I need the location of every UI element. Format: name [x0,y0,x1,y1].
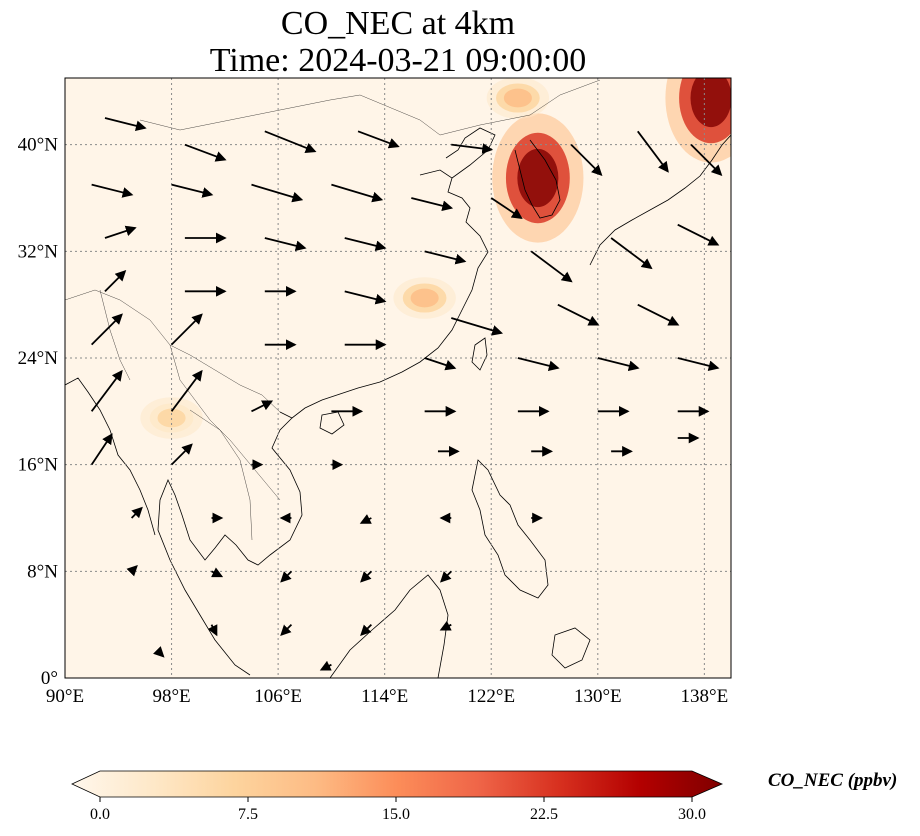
colorbar-tick-label: 30.0 [678,806,706,823]
longitude-tick-label: 106°E [254,686,302,707]
wind-arrow [104,117,147,132]
wind-arrow [264,130,317,154]
wind-arrow [126,565,138,577]
map-frame [64,77,732,679]
concentration-layer [140,78,731,439]
wind-arrow [411,197,454,212]
wind-arrow [264,237,307,252]
map-title-line-2: Time: 2024-03-21 09:00:00 [209,42,587,79]
wind-arrow [357,130,400,149]
wind-arrow [360,570,372,583]
wind-arrow [91,313,123,346]
wind-arrow [171,183,214,198]
wind-arrow [90,433,113,466]
longitude-tick-label: 122°E [467,686,515,707]
wind-arrow [424,357,457,371]
coastline-indochina [157,417,303,676]
wind-arrow [637,303,680,326]
wind-arrow [597,357,640,372]
wind-arrow [207,624,218,637]
wind-arrow [280,570,293,583]
wind-arrow [251,400,274,413]
wind-arrow [251,183,304,203]
wind-arrow [344,290,387,305]
wind-arrow [344,237,387,252]
co-hotspot [410,288,439,308]
wind-arrow [331,183,384,203]
latitude-tick-labels: 0° 8°N 16°N 24°N 32°N 40°N [18,135,59,689]
coastline-myanmar [65,377,156,536]
map-title-line-1: CO_NEC at 4km [280,5,516,42]
wind-arrow [451,317,504,336]
colorbar-tick-label: 0.0 [90,806,110,823]
coastline-taiwan [471,337,488,371]
coastline-japan [589,134,731,266]
colorbar [71,770,724,802]
longitude-tick-labels: 90°E 98°E 106°E 114°E 122°E 130°E 138°E [46,686,728,707]
wind-arrow [319,660,332,671]
wind-arrow [439,620,452,631]
wind-arrow [557,303,600,326]
wind-arrow [677,357,720,372]
wind-arrow [637,130,669,173]
wind-arrow [280,624,293,636]
co-hotspot [690,78,731,128]
colorbar-ticks [99,797,693,802]
colorbar-bar [71,770,724,798]
wind-arrow [130,506,143,519]
colorbar-tick-label: 15.0 [382,806,410,823]
wind-arrow [440,570,452,583]
co-hotspot [503,88,532,108]
wind-arrow [104,225,137,239]
wind-arrow [517,357,560,372]
co-hotspot [517,148,559,208]
latitude-tick-label: 40°N [18,135,59,156]
graticule [64,78,731,679]
longitude-tick-label: 114°E [361,686,408,707]
coastline-bohai [445,127,496,179]
coastline-philippines [471,459,549,599]
wind-arrow [424,250,467,265]
coastline-korea [514,139,561,219]
latitude-tick-label: 32°N [18,241,59,262]
colorbar-label: CO_NEC (ppbv) [768,770,898,791]
coastline-china [279,169,489,419]
coastline-hainan [319,411,345,435]
wind-arrow [359,514,372,524]
wind-arrow [490,197,523,219]
longitude-tick-label: 130°E [574,686,622,707]
wind-arrow [530,250,573,283]
wind-arrow [170,443,193,466]
longitude-tick-label: 98°E [152,686,190,707]
latitude-tick-label: 0° [41,668,58,689]
wind-arrow [211,567,224,578]
wind-arrow [170,313,203,346]
wind-arrow [570,144,603,176]
colorbar-tick-label: 7.5 [238,806,258,823]
wind-arrow [610,237,653,270]
wind-arrow [104,270,127,292]
map-panel: 90°E 98°E 106°E 114°E 122°E 130°E 138°E 0° 8°N 1… [18,77,732,707]
wind-arrow [153,646,165,658]
wind-arrow [360,624,372,636]
latitude-tick-label: 16°N [18,455,59,476]
longitude-tick-label: 138°E [681,686,729,707]
latitude-tick-label: 8°N [27,561,58,582]
latitude-tick-label: 24°N [18,348,59,369]
longitude-tick-label: 90°E [46,686,84,707]
wind-arrow [90,369,123,412]
wind-arrow [451,143,494,154]
wind-arrow [170,369,203,412]
map-background [65,78,731,678]
wind-arrow [91,183,134,198]
wind-arrow [690,144,723,176]
wind-arrow [184,143,227,162]
wind-arrow [677,223,720,246]
colorbar-tick-label: 22.5 [530,806,558,823]
coastline-mindanao [551,627,591,669]
wind-vector-layer [90,117,723,671]
country-borders [65,79,601,541]
